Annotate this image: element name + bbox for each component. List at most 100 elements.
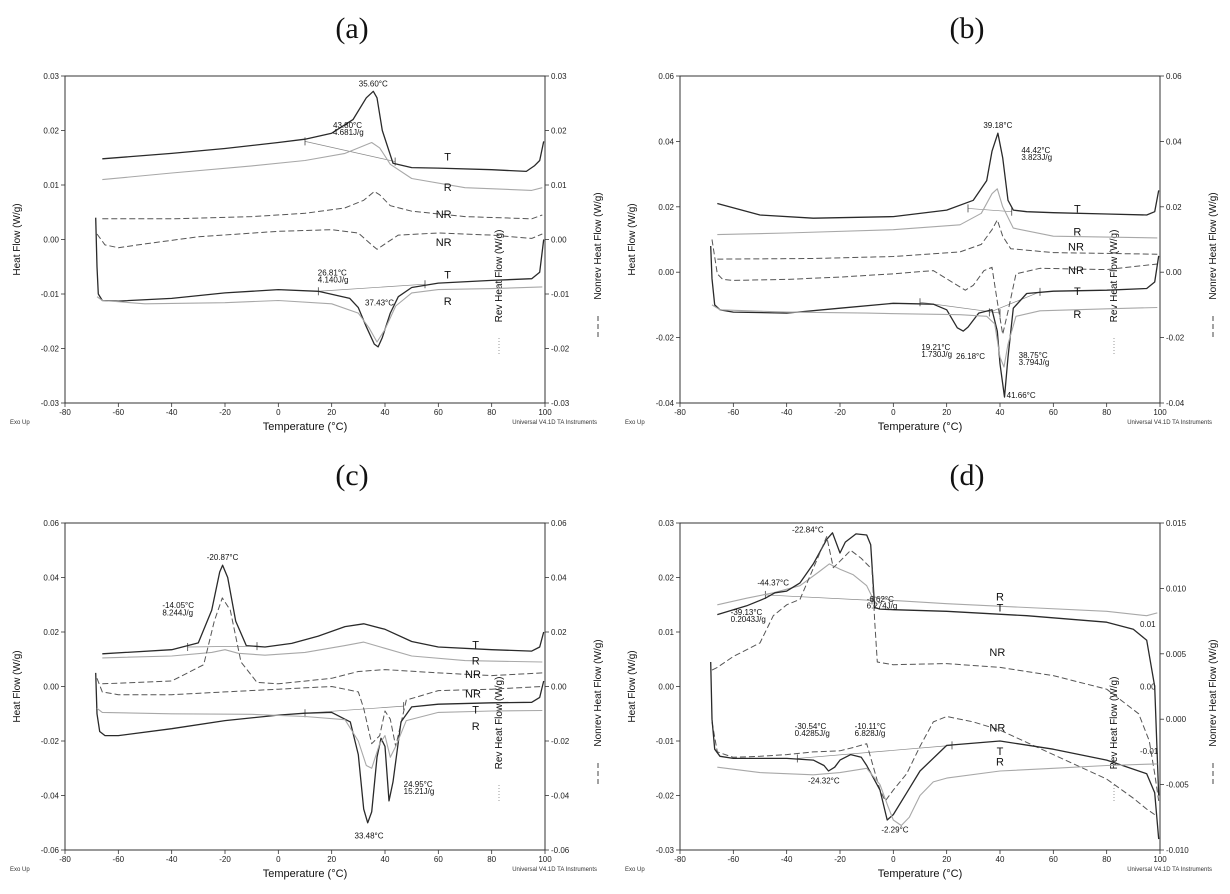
x-axis-title: Temperature (°C) xyxy=(878,421,962,433)
x-tick-label: -20 xyxy=(834,408,846,417)
y-tick-label: -0.02 xyxy=(656,334,675,343)
integration-baseline xyxy=(304,705,404,714)
peak-annotation: 3.794J/g xyxy=(1019,358,1050,367)
curve-label: R xyxy=(444,296,452,308)
series-nr-curve-2 xyxy=(102,191,543,220)
peak-annotation: -20.87°C xyxy=(207,553,239,562)
peak-annotation: -6.62°C xyxy=(867,595,894,604)
y2-tick-label: 0.06 xyxy=(551,519,567,528)
peak-annotation: -24.32°C xyxy=(808,777,840,786)
y-tick-label: -0.03 xyxy=(656,846,675,855)
x-tick-label: -20 xyxy=(219,408,231,417)
peak-annotation: 26.18°C xyxy=(956,352,985,361)
x-tick-label: -60 xyxy=(113,855,125,864)
exo-up-label: Exo Up xyxy=(10,420,30,426)
peak-annotation: 8.244J/g xyxy=(162,609,193,618)
rev-heat-flow-label: Rev Heat Flow (W/g) xyxy=(1109,230,1120,323)
panel-label: (b) xyxy=(950,12,985,45)
curve-label: T xyxy=(1074,286,1081,298)
peak-annotation: -14.05°C xyxy=(162,601,194,610)
y2-tick-label: 0.02 xyxy=(1166,203,1182,212)
series-nr-curve-2 xyxy=(717,219,1158,260)
x-tick-label: 40 xyxy=(381,408,390,417)
curve-label: NR xyxy=(465,688,481,700)
peak-annotation: 35.60°C xyxy=(359,79,388,88)
series-r-curve-5 xyxy=(717,763,1158,827)
series-r-curve-1 xyxy=(717,188,1158,239)
peak-annotation: 33.48°C xyxy=(355,832,384,841)
series-t-curve-4 xyxy=(710,661,1160,840)
x-tick-label: 60 xyxy=(1049,855,1058,864)
curve-label: NR xyxy=(436,237,452,249)
instrument-label: Universal V4.1D TA Instruments xyxy=(1127,867,1212,873)
peak-annotation: 39.18°C xyxy=(983,121,1012,130)
nonrev-heat-flow-label: Nonrev Heat Flow (W/g) xyxy=(593,192,604,299)
curve-label: NR xyxy=(436,209,452,221)
curve-label: T xyxy=(997,602,1004,614)
inner-tick-label: 0.00 xyxy=(1140,683,1156,692)
peak-annotation: 19.21°C xyxy=(921,343,950,352)
y-tick-label: 0.02 xyxy=(43,127,59,136)
panel-a: (a) -80 -60 -40 -20 0 20 40 60 80 100 -0.03 -0.02 -0.… xyxy=(0,0,615,447)
series-t-curve-0 xyxy=(102,564,545,655)
plot-frame xyxy=(679,75,1161,404)
series-nr-curve-3 xyxy=(711,716,1155,816)
series-r-curve-1 xyxy=(102,641,543,663)
series-r-curve-5 xyxy=(711,304,1158,368)
panel-c: (c) -80 -60 -40 -20 0 20 40 60 80 100 -0.06 -0.04 -0.… xyxy=(0,447,615,894)
y-tick-label: 0.06 xyxy=(43,519,59,528)
y2-tick-label: 0.005 xyxy=(1166,650,1187,659)
x-axis-title: Temperature (°C) xyxy=(263,868,347,880)
peak-annotation: 43.80°C xyxy=(333,121,362,130)
x-tick-label: -40 xyxy=(166,408,178,417)
nonrev-heat-flow-label: Nonrev Heat Flow (W/g) xyxy=(1208,192,1219,299)
curve-label: NR xyxy=(1068,265,1084,277)
series-nr-curve-2 xyxy=(711,536,1160,801)
panel-label: (d) xyxy=(950,459,985,492)
y2-tick-label: 0.02 xyxy=(551,127,567,136)
x-tick-label: 80 xyxy=(1102,855,1111,864)
y2-tick-label: 0.015 xyxy=(1166,519,1187,528)
chart-a: (a)-80 -60 -40 -20 0 20 40 60 80 100-0.03-0.02-0.… xyxy=(10,12,604,433)
y-tick-label: -0.01 xyxy=(656,737,675,746)
x-tick-label: -20 xyxy=(219,855,231,864)
y-tick-label: 0.04 xyxy=(658,137,674,146)
instrument-label: Universal V4.1D TA Instruments xyxy=(512,867,597,873)
x-tick-label: 20 xyxy=(942,408,951,417)
x-tick-label: 0 xyxy=(891,855,896,864)
peak-annotation: 0.2043J/g xyxy=(731,615,766,624)
x-tick-label: 40 xyxy=(996,855,1005,864)
x-tick-label: 0 xyxy=(276,408,281,417)
y-tick-label: -0.01 xyxy=(41,290,60,299)
x-tick-label: -60 xyxy=(728,408,740,417)
y-axis-title: Heat Flow (W/g) xyxy=(627,650,638,722)
y-tick-label: -0.03 xyxy=(41,399,60,408)
x-tick-label: 100 xyxy=(538,855,552,864)
peak-annotation: -44.37°C xyxy=(757,579,789,588)
peak-annotation: -39.13°C xyxy=(731,608,763,617)
peak-annotation: 26.81°C xyxy=(318,268,347,277)
y2-tick-label: 0.00 xyxy=(1166,268,1182,277)
y2-tick-label: 0.010 xyxy=(1166,584,1187,593)
x-tick-label: -80 xyxy=(674,855,686,864)
panel-d: (d) -80 -60 -40 -20 0 20 40 60 80 100 -0.03 -0.02 -0.… xyxy=(615,447,1230,894)
x-tick-label: -20 xyxy=(834,855,846,864)
nonrev-heat-flow-label: Nonrev Heat Flow (W/g) xyxy=(1208,639,1219,746)
y-tick-label: 0.01 xyxy=(658,628,674,637)
x-tick-label: 100 xyxy=(1153,408,1167,417)
y2-tick-label: 0.06 xyxy=(1166,72,1182,81)
curve-label: NR xyxy=(465,669,481,681)
curve-label: R xyxy=(444,182,452,194)
peak-annotation: 3.823J/g xyxy=(1021,153,1052,162)
curve-label: R xyxy=(1073,226,1081,238)
curve-label: T xyxy=(997,746,1004,758)
x-tick-label: 20 xyxy=(327,408,336,417)
exo-up-label: Exo Up xyxy=(625,867,645,873)
chart-d: (d) -80 -60 -40 -20 0 20 40 60 80 100 -0.03 -0.02 -0.… xyxy=(625,459,1219,880)
curve-label: T xyxy=(1074,203,1081,215)
rev-heat-flow-label: Rev Heat Flow (W/g) xyxy=(1109,677,1120,770)
y-tick-label: 0.03 xyxy=(658,519,674,528)
y-tick-label: 0.00 xyxy=(658,268,674,277)
x-tick-label: 80 xyxy=(487,855,496,864)
x-tick-label: 20 xyxy=(942,855,951,864)
